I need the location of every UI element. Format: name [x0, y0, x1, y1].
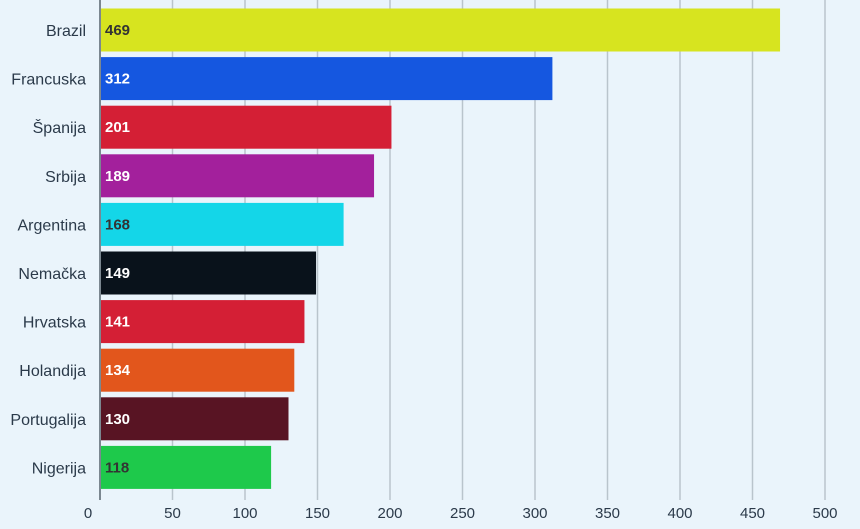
- category-label-nigerija: Nigerija: [32, 460, 86, 477]
- category-labels: Brazil Francuska Španija Srbija Argentina Nem…: [10, 23, 86, 477]
- value-label-srbija: 189: [105, 168, 130, 185]
- x-tick-label-350: 350: [595, 505, 620, 522]
- bar-brazil: [100, 8, 781, 52]
- x-tick-label-450: 450: [740, 505, 765, 522]
- bar-francuska: [100, 57, 553, 101]
- category-label-srbija: Srbija: [45, 169, 86, 186]
- bars: [100, 8, 781, 489]
- category-label-francuska: Francuska: [11, 72, 86, 89]
- bar-nemačka: [100, 251, 317, 295]
- x-axis-tick-labels: 0 50 100 150 200 250 300 350 400 450 500: [84, 505, 838, 522]
- x-tick-label-150: 150: [305, 505, 330, 522]
- category-label-argentina: Argentina: [18, 217, 87, 234]
- x-tick-label-300: 300: [522, 505, 547, 522]
- value-label-holandija: 134: [105, 362, 131, 379]
- category-label-brazil: Brazil: [46, 23, 86, 40]
- bar-španija: [100, 105, 392, 149]
- value-label-hrvatska: 141: [105, 314, 130, 331]
- x-tick-label-50: 50: [164, 505, 181, 522]
- x-tick-label-100: 100: [232, 505, 257, 522]
- x-tick-label-500: 500: [812, 505, 837, 522]
- category-label-holandija: Holandija: [19, 363, 86, 380]
- category-label-nemačka: Nemačka: [18, 266, 86, 283]
- bar-holandija: [100, 348, 295, 392]
- value-label-brazil: 469: [105, 22, 130, 39]
- value-label-argentina: 168: [105, 216, 130, 233]
- x-tick-label-0: 0: [84, 505, 92, 522]
- value-label-nigerija: 118: [105, 459, 129, 476]
- category-label-hrvatska: Hrvatska: [23, 315, 86, 332]
- category-label-portugalija: Portugalija: [10, 412, 86, 429]
- bar-portugalija: [100, 397, 289, 441]
- value-labels: 469 312 201 189 168 149 141 134 130 118: [105, 22, 131, 476]
- x-tick-label-250: 250: [450, 505, 475, 522]
- value-label-španija: 201: [105, 119, 130, 136]
- value-label-portugalija: 130: [105, 411, 130, 428]
- bar-nigerija: [100, 445, 272, 489]
- value-label-francuska: 312: [105, 71, 130, 88]
- category-label-španija: Španija: [33, 118, 86, 137]
- bar-argentina: [100, 202, 344, 246]
- x-tick-label-400: 400: [667, 505, 692, 522]
- x-tick-label-200: 200: [377, 505, 402, 522]
- bar-hrvatska: [100, 300, 305, 344]
- bar-srbija: [100, 154, 375, 198]
- value-label-nemačka: 149: [105, 265, 130, 282]
